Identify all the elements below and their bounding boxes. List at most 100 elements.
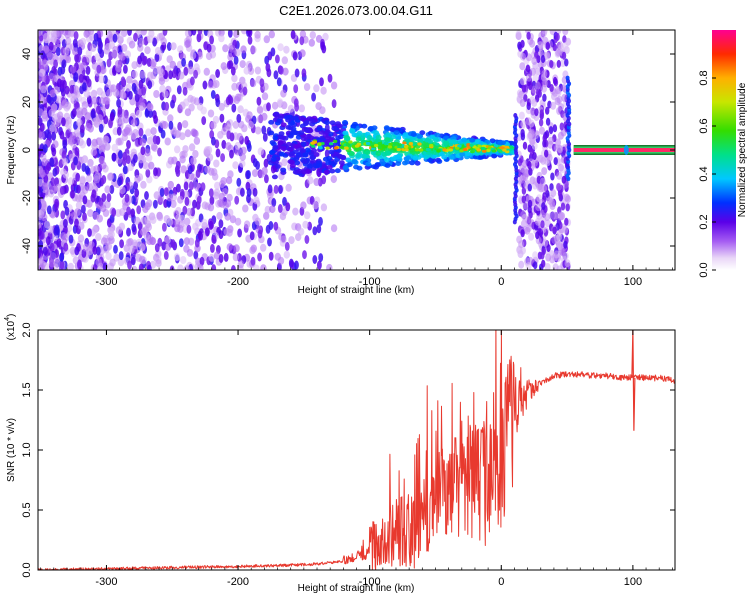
spectrogram-cell <box>63 112 71 121</box>
spectrogram-cell <box>139 70 146 79</box>
spectrogram-cell <box>41 158 48 167</box>
spectrogram-cell <box>96 64 102 74</box>
spectrogram-cell <box>99 49 105 59</box>
spectrogram-cell <box>247 120 254 129</box>
spectrogram-cell <box>64 184 69 194</box>
spectrogram-cell <box>277 256 285 265</box>
spectrogram-cell <box>537 41 544 50</box>
spectrogram-cell <box>138 37 145 46</box>
spectrogram-cell <box>53 226 59 236</box>
spectrogram-cell <box>193 136 201 145</box>
spectrogram-cell <box>119 90 126 99</box>
spectrogram-cell <box>97 137 105 146</box>
spectrogram-cell <box>283 250 290 259</box>
spectrogram-cell <box>170 42 177 51</box>
spectrogram-cell <box>342 165 349 171</box>
spectrogram-cell <box>288 258 294 268</box>
spectrogram-cell <box>550 101 557 110</box>
spectrogram-cell <box>92 264 98 270</box>
spectrogram-cell <box>309 155 316 161</box>
spectrogram-cell <box>252 187 258 197</box>
spectrogram-cell <box>429 143 434 148</box>
spectrogram-cell <box>317 142 322 146</box>
spectrogram-cell <box>549 202 556 210</box>
spectrogram-cell <box>227 30 233 38</box>
spectrogram-cell <box>163 250 169 260</box>
spectrogram-cell <box>77 46 83 56</box>
spectrogram-cell <box>269 140 276 145</box>
spectrogram-cell <box>555 182 562 191</box>
spectrogram-cell <box>80 124 85 134</box>
spectrogram-cell <box>171 69 177 79</box>
spectrogram-cell <box>268 251 274 261</box>
spectrogram-cell <box>486 148 491 152</box>
spectrogram-cell <box>122 151 128 161</box>
spectrogram-cell <box>81 204 86 214</box>
spectrogram-cell <box>541 167 548 176</box>
spectrogram-cell <box>222 44 229 53</box>
spectrogram-cell <box>392 142 398 146</box>
spectrogram-cell <box>269 205 276 214</box>
spectrogram-cell <box>62 79 67 89</box>
spectrogram-cell <box>345 143 351 147</box>
x-tick-label: 100 <box>624 576 642 588</box>
spectrogram-cell <box>232 161 239 170</box>
spectrogram-cell <box>117 105 123 115</box>
spectrogram-cell <box>118 150 123 159</box>
spectrogram-cell <box>542 79 548 88</box>
spectrogram-cell <box>174 224 181 233</box>
spectrogram-cell <box>260 243 267 252</box>
spectrogram-cell <box>290 30 296 40</box>
spectrogram-cell <box>116 98 121 108</box>
spectrogram-cell <box>529 39 536 48</box>
spectrogram-cell <box>242 86 248 96</box>
spectrogram-cell <box>312 226 318 236</box>
spectrogram-cell <box>153 167 158 177</box>
spectrogram-cell <box>85 49 93 58</box>
spectrogram-cell <box>75 94 83 103</box>
spectrogram-cell <box>297 227 305 236</box>
spectrogram-cell <box>263 35 270 44</box>
spectrogram-cell <box>131 223 137 233</box>
spectrogram-cell <box>51 131 57 141</box>
spectrogram-cell <box>225 176 233 185</box>
spectrogram-cell <box>292 207 299 216</box>
spectrogram-cell <box>502 148 507 152</box>
spectrogram-cell <box>308 38 315 47</box>
spectrogram-cell <box>409 160 416 166</box>
spectrogram-cell <box>176 183 181 193</box>
spectrogram-cell <box>312 201 319 210</box>
spectrogram-cell <box>225 142 232 151</box>
spectrogram-cell <box>293 84 299 94</box>
spectrogram-cell <box>364 150 371 156</box>
spectrogram-cell <box>519 62 526 71</box>
spectrogram-cell <box>38 240 44 249</box>
snr-series-line <box>38 330 675 570</box>
spectrogram-cell <box>47 189 55 198</box>
spectrogram-cell <box>53 119 60 128</box>
spectrogram-cell <box>532 74 539 83</box>
spectrogram-cell <box>185 207 193 216</box>
spectrogram-cell <box>409 147 416 153</box>
spectrogram-cell <box>157 147 162 157</box>
spectrogram-cell <box>557 189 563 198</box>
spectrogram-cell <box>97 58 104 67</box>
spectrogram-cell <box>81 107 88 116</box>
spectrogram-cell <box>59 130 65 140</box>
spectrogram-cell <box>525 64 531 73</box>
spectrogram-cell <box>487 146 492 150</box>
spectrogram-cell <box>95 233 102 241</box>
spectrogram-cell <box>277 43 284 52</box>
spectrogram-cell <box>126 140 131 149</box>
spectrogram-cell <box>91 142 98 150</box>
spectrogram-cell <box>125 83 132 92</box>
spectrogram-cell <box>101 175 107 184</box>
spectrogram-cell <box>220 62 227 71</box>
spectrogram-cell <box>153 191 160 200</box>
spectrogram-cell <box>74 218 79 228</box>
spectrogram-cell <box>134 188 140 198</box>
spectrogram-cell <box>270 47 276 57</box>
spectrogram-cell <box>49 252 57 261</box>
spectrogram-cell <box>175 214 182 223</box>
